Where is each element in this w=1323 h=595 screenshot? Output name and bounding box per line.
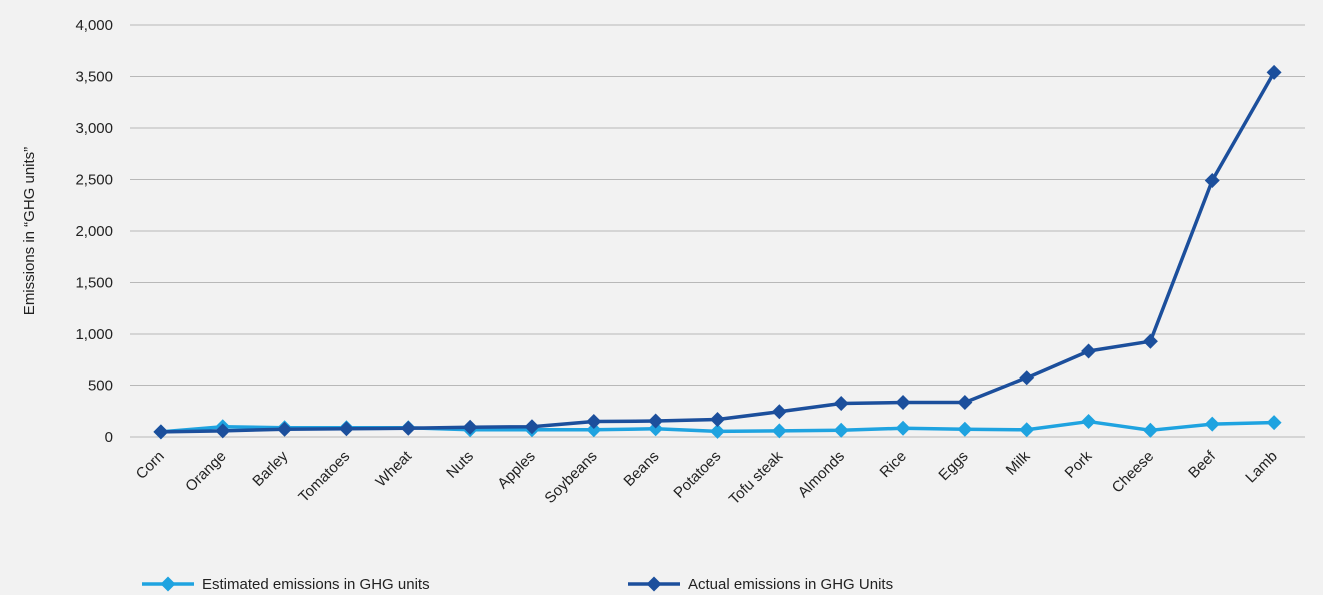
y-tick-label: 2,500 bbox=[75, 172, 113, 189]
x-category-label: Milk bbox=[1003, 447, 1034, 478]
legend-item: Actual emissions in GHG Units bbox=[628, 576, 893, 593]
y-axis-ticks: 0 500 1,000 1,500 2,000 2,500 3,000 3,500 4,000 bbox=[75, 17, 113, 446]
x-category-label: Soybeans bbox=[541, 448, 600, 507]
y-tick-label: 2,000 bbox=[75, 223, 113, 240]
data-point bbox=[833, 396, 849, 412]
data-point bbox=[1019, 422, 1035, 438]
data-point bbox=[1142, 333, 1158, 349]
data-point bbox=[833, 422, 849, 438]
x-category-label: Almonds bbox=[795, 448, 848, 501]
y-tick-label: 4,000 bbox=[75, 17, 113, 34]
data-point bbox=[648, 413, 664, 429]
data-point bbox=[524, 419, 540, 435]
x-category-label: Nuts bbox=[443, 448, 477, 482]
x-category-label: Pork bbox=[1062, 447, 1096, 481]
series-line bbox=[159, 70, 1276, 434]
data-point bbox=[586, 414, 602, 430]
data-point bbox=[1142, 422, 1158, 438]
x-category-label: Barley bbox=[249, 447, 291, 489]
y-tick-label: 500 bbox=[88, 378, 113, 395]
x-category-label: Wheat bbox=[372, 447, 415, 490]
data-point bbox=[1266, 415, 1282, 431]
data-point bbox=[710, 411, 725, 427]
x-category-label: Beans bbox=[620, 448, 662, 490]
data-point bbox=[277, 421, 293, 437]
data-point bbox=[153, 424, 169, 440]
x-category-label: Tomatoes bbox=[295, 448, 353, 506]
data-point bbox=[1081, 414, 1097, 430]
y-tick-label: 3,000 bbox=[75, 120, 113, 137]
legend-label: Actual emissions in GHG Units bbox=[688, 576, 893, 593]
x-category-label: Apples bbox=[494, 448, 538, 492]
y-tick-label: 1,500 bbox=[75, 275, 113, 292]
legend-label: Estimated emissions in GHG units bbox=[202, 576, 430, 593]
data-point bbox=[338, 421, 354, 437]
y-tick-label: 3,500 bbox=[75, 69, 113, 86]
x-category-label: Cheese bbox=[1109, 448, 1158, 497]
data-point bbox=[215, 423, 231, 439]
x-category-label: Beef bbox=[1185, 447, 1219, 481]
x-category-label: Corn bbox=[133, 448, 168, 483]
legend-item: Estimated emissions in GHG units bbox=[142, 576, 430, 593]
data-point bbox=[1019, 370, 1035, 386]
x-axis-labels: Corn Orange Barley Tomatoes Wheat Nuts Apples S… bbox=[133, 447, 1281, 508]
y-axis-title: Emissions in “GHG units” bbox=[21, 147, 38, 315]
x-category-label: Rice bbox=[877, 448, 910, 481]
data-point bbox=[771, 404, 787, 420]
data-point bbox=[957, 394, 973, 410]
legend-marker bbox=[160, 576, 176, 592]
data-point bbox=[1204, 173, 1220, 189]
x-category-label: Orange bbox=[182, 448, 229, 495]
data-point bbox=[648, 421, 664, 437]
data-point bbox=[895, 394, 911, 410]
series-2 bbox=[153, 64, 1282, 440]
data-point bbox=[710, 423, 725, 439]
x-category-label: Tofu steak bbox=[726, 447, 787, 508]
data-point bbox=[462, 419, 478, 435]
x-category-label: Potatoes bbox=[670, 448, 724, 502]
data-point bbox=[400, 420, 416, 436]
data-point bbox=[771, 423, 787, 439]
gridlines bbox=[130, 24, 1305, 438]
y-tick-label: 0 bbox=[105, 429, 113, 446]
data-point bbox=[957, 421, 973, 437]
data-point bbox=[1266, 64, 1282, 80]
x-category-label: Eggs bbox=[935, 448, 971, 484]
legend: Estimated emissions in GHG units Actual e… bbox=[142, 576, 893, 593]
data-point bbox=[1081, 343, 1097, 359]
series-lines bbox=[153, 64, 1282, 440]
data-point bbox=[1204, 416, 1220, 432]
data-point bbox=[895, 420, 911, 436]
legend-marker bbox=[646, 576, 662, 592]
y-tick-label: 1,000 bbox=[75, 326, 113, 343]
x-category-label: Lamb bbox=[1242, 448, 1281, 487]
data-point bbox=[586, 422, 602, 438]
